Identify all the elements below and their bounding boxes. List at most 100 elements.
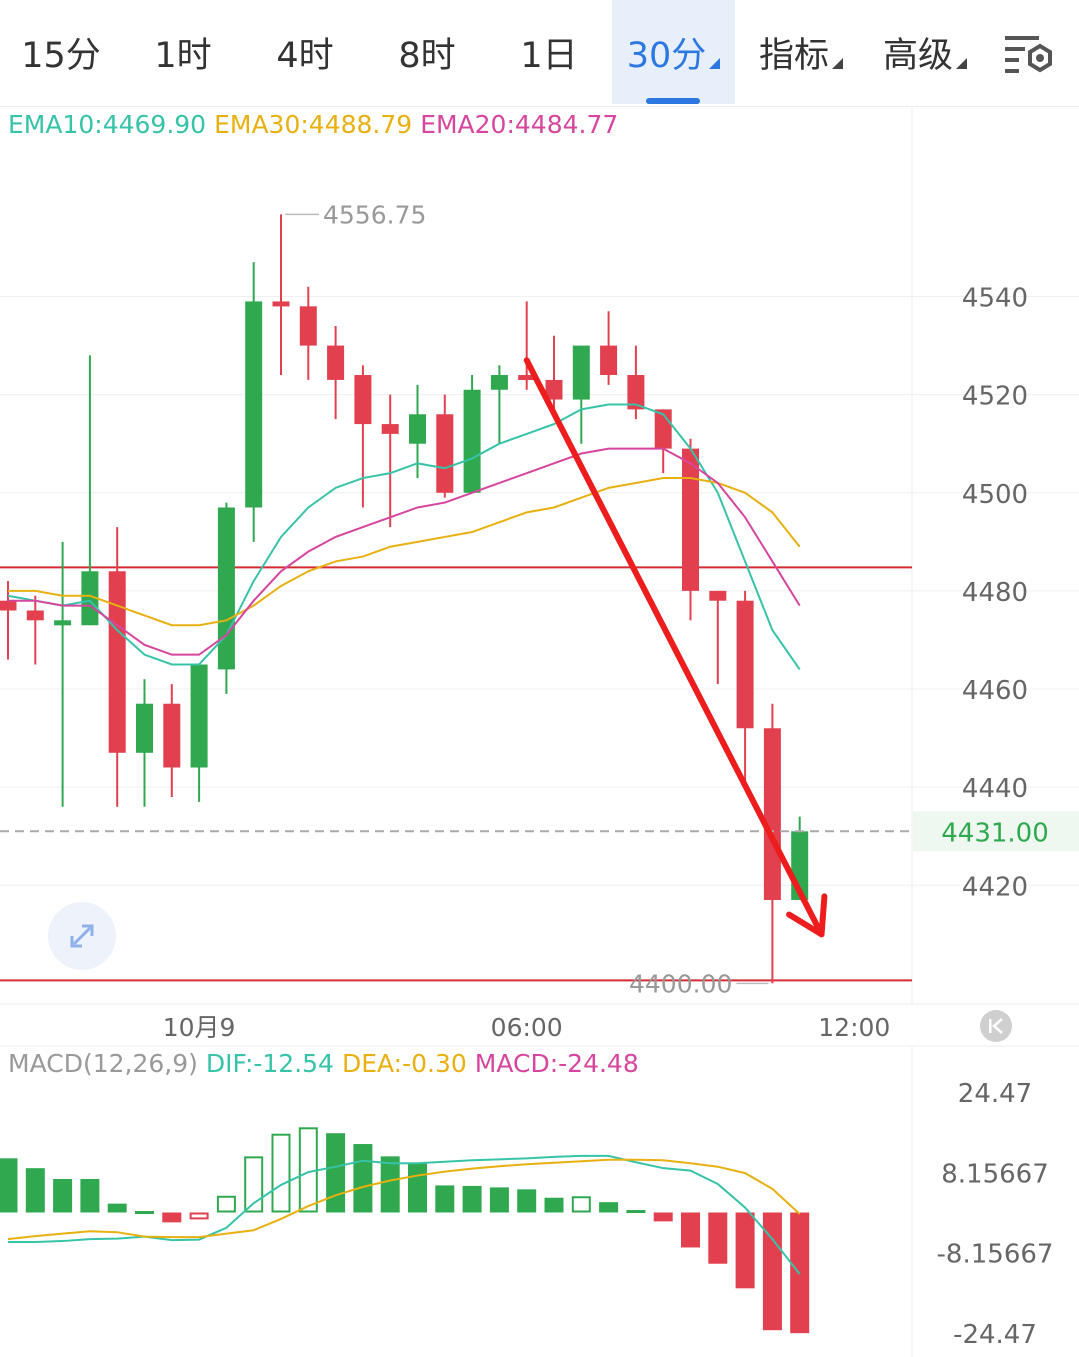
active-tab-indicator (646, 98, 700, 104)
macd-tick-label: -8.15667 (937, 1240, 1054, 1270)
macd-histogram-bar (571, 1196, 591, 1213)
macd-histogram-bar (326, 1133, 346, 1213)
price-tick-label: 4520 (962, 382, 1028, 412)
macd-histogram-bar (80, 1179, 100, 1213)
macd-tick-label: 8.15667 (941, 1159, 1049, 1189)
candlestick (381, 394, 399, 528)
candlestick (436, 394, 454, 498)
candlestick (26, 595, 44, 665)
tab-30min[interactable]: 30分 (612, 0, 735, 104)
current-price-label: 4431.00 (941, 818, 1049, 848)
dropdown-triangle-icon (709, 58, 721, 69)
macd-histogram-bar (353, 1144, 373, 1213)
candle-body (736, 600, 754, 729)
macd-histogram-bar (135, 1211, 154, 1215)
macd-histogram-bar (708, 1212, 728, 1264)
macd-histogram-bar (0, 1158, 18, 1213)
tab-1day[interactable]: 1日 (520, 36, 578, 76)
tab-8hour[interactable]: 8时 (398, 36, 456, 76)
candle-body (299, 306, 317, 346)
candle-body (81, 571, 99, 626)
candle-body (572, 345, 590, 400)
macd-histogram-bar (25, 1168, 45, 1213)
candlestick (108, 527, 126, 807)
candlestick (654, 409, 672, 474)
price-tick-label: 4540 (962, 284, 1028, 314)
candle-body (108, 571, 126, 753)
tab-15min[interactable]: 15分 (21, 36, 101, 76)
min-price-label: 4400.00 (629, 969, 732, 998)
candlestick (709, 590, 727, 685)
price-tick-label: 4420 (962, 872, 1028, 902)
candle-body (163, 703, 181, 768)
candle-body (190, 664, 208, 768)
macd-histogram-bar (53, 1179, 73, 1213)
candlestick (463, 375, 481, 493)
macd-tick-label: 24.47 (958, 1079, 1032, 1109)
candlestick (136, 679, 153, 807)
candle-body (682, 448, 699, 591)
candlestick (518, 301, 536, 390)
macd-histogram-bar (189, 1212, 209, 1220)
dif-label: DIF:-12.54 (205, 1049, 334, 1078)
candle-body (709, 590, 727, 601)
candlestick (327, 325, 345, 420)
candle-body (763, 728, 781, 900)
price-tick-label: 4460 (962, 676, 1028, 706)
ema-line-ema10 (7, 403, 801, 670)
arrow-head (786, 893, 828, 938)
candlestick (245, 262, 263, 542)
macd-legend: MACD(12,26,9) DIF:-12.54 DEA:-0.30 MACD:-24… (8, 1049, 647, 1078)
macd-histogram-bar (735, 1212, 755, 1289)
ema-legend: EMA10:4469.90 EMA30:4488.79 EMA20:4484.77 (8, 110, 626, 139)
macd-histogram-bar (216, 1195, 236, 1213)
candlestick (682, 438, 699, 621)
macd-histogram-bar (107, 1203, 127, 1213)
candle-body (381, 424, 399, 434)
price-tick-label: 4440 (962, 774, 1028, 804)
dropdown-triangle-icon (832, 58, 843, 69)
macd-histogram-bar (435, 1185, 455, 1213)
macd-value-label: MACD:-24.48 (474, 1049, 639, 1078)
macd-histogram-bar (244, 1156, 264, 1213)
macd-histogram-bar (298, 1127, 318, 1213)
tab-4hour[interactable]: 4时 (276, 36, 334, 76)
macd-histogram-bar (544, 1197, 564, 1213)
ema20-label: EMA20:4484.77 (420, 110, 619, 139)
candle-body (463, 389, 481, 493)
macd-histogram-bar (762, 1212, 782, 1331)
candle-body (545, 379, 563, 400)
chart-settings-icon[interactable] (1003, 34, 1055, 78)
candlestick (600, 311, 618, 385)
current-price-badge (913, 811, 1079, 852)
candle-body (245, 301, 263, 508)
tab-indicators[interactable]: 指标 (740, 0, 862, 104)
scroll-to-latest-icon[interactable] (980, 1010, 1012, 1042)
candlestick (54, 541, 72, 807)
dea-label: DEA:-0.30 (341, 1049, 467, 1078)
tab-1hour[interactable]: 1时 (154, 36, 212, 76)
candle-body (627, 375, 645, 410)
candlestick (736, 590, 754, 783)
time-tick-label: 10月9 (163, 1013, 236, 1042)
ema30-label: EMA30:4488.79 (214, 110, 413, 139)
macd-histogram-bar (626, 1210, 646, 1214)
candle-body (0, 600, 17, 611)
max-price-label: 4556.75 (323, 200, 426, 229)
macd-histogram-bar (599, 1202, 619, 1213)
candle-body (54, 620, 72, 626)
expand-arrows-icon[interactable] (48, 902, 116, 970)
macd-histogram-bar (653, 1212, 673, 1222)
macd-histogram-bar (408, 1163, 427, 1213)
macd-params-label: MACD(12,26,9) (8, 1049, 198, 1078)
candlestick (627, 345, 645, 420)
macd-histogram-bar (489, 1187, 509, 1213)
tab-advanced[interactable]: 高级 (864, 0, 986, 104)
macd-histogram-bar (271, 1133, 291, 1213)
price-tick-label: 4480 (962, 578, 1028, 608)
ema-line-ema20 (8, 447, 801, 656)
candle-body (409, 414, 426, 444)
candle-body (217, 507, 235, 670)
candlestick (272, 214, 290, 376)
